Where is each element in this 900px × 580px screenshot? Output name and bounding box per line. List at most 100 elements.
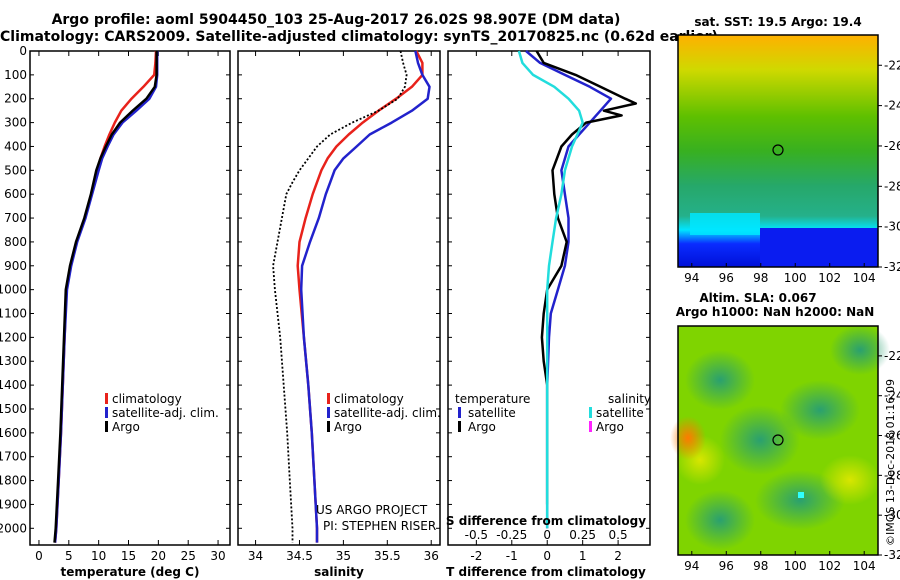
depth-tick-label: 600 xyxy=(4,187,27,201)
series-line-climatology xyxy=(53,50,158,543)
depth-tick-label: 1000 xyxy=(0,283,27,297)
map-y-label: -26 xyxy=(884,429,900,443)
map-x-label: 98 xyxy=(753,271,768,285)
x-axes: 0 5 10 15 20 25 30 34 34.5 35 35.5 36 -2 -1 0 1 2 -0.5 -0.… xyxy=(35,51,628,563)
s-tick-label: -0.5 xyxy=(465,528,488,542)
map-y-label: -30 xyxy=(884,508,900,522)
map-y-label: -32 xyxy=(884,548,900,562)
map-x-label: 94 xyxy=(684,559,699,573)
x-tick-label: 10 xyxy=(91,549,106,563)
legend-temperature-title: temperature xyxy=(455,392,530,406)
series-line-s-satellite xyxy=(517,50,584,529)
legend-swatch-argo-s xyxy=(327,421,330,432)
series-line-argo xyxy=(53,51,158,543)
depth-tick-label: 1500 xyxy=(0,402,27,416)
sst-map-frame xyxy=(677,34,879,268)
sla-map-highlight xyxy=(798,492,804,498)
depth-tick-label: 200 xyxy=(4,92,27,106)
legend-climatology: climatology xyxy=(112,392,182,406)
sst-map-patch-blue xyxy=(760,228,878,267)
s-tick-label: 0.25 xyxy=(569,528,596,542)
series-line-t-argo xyxy=(535,50,638,505)
sla-map-blob xyxy=(720,405,800,475)
legend-satellite: satellite-adj. clim. xyxy=(112,406,219,420)
s-tick-label: 0.5 xyxy=(609,528,628,542)
x-tick-label: 36 xyxy=(424,549,439,563)
x-tick-label: 15 xyxy=(121,549,136,563)
x-tick-label: 1 xyxy=(579,549,587,563)
title-line-1: Argo profile: aoml 5904450_103 25-Aug-20… xyxy=(51,12,621,28)
legend-swatch-s-satellite xyxy=(589,407,592,418)
x-tick-label: 30 xyxy=(210,549,225,563)
map-x-label: 100 xyxy=(784,559,807,573)
depth-tick-label: 900 xyxy=(4,259,27,273)
depth-axis: 0 100 200 300 400 500 600 700 800 900 1000 1100 1200… xyxy=(0,44,650,535)
x-tick-label: 0 xyxy=(35,549,43,563)
sla-map-blob xyxy=(820,455,880,505)
depth-tick-label: 0 xyxy=(19,44,27,58)
depth-tick-label: 1300 xyxy=(0,354,27,368)
legend-swatch-s-argo xyxy=(589,421,592,432)
x-tick-label: 35 xyxy=(336,549,351,563)
depth-tick-label: 100 xyxy=(4,68,27,82)
series-line-satellite-adj-clim- xyxy=(299,50,431,543)
map-y-label: -30 xyxy=(884,220,900,234)
s-difference-label: S difference from climatology xyxy=(446,514,646,528)
x-tick-label: 20 xyxy=(151,549,166,563)
depth-tick-label: 500 xyxy=(4,163,27,177)
sla-map-title-1: Altim. SLA: 0.067 xyxy=(699,291,816,305)
legend-s-argo: Argo xyxy=(596,420,624,434)
title-line-2: Climatology: CARS2009. Satellite-adjuste… xyxy=(0,29,718,45)
map-x-label: 104 xyxy=(853,559,876,573)
depth-tick-label: 1400 xyxy=(0,378,27,392)
x-tick-label: 2 xyxy=(614,549,622,563)
map-y-label: -28 xyxy=(884,468,900,482)
legend-swatch-satellite xyxy=(105,407,108,418)
x-tick-label: 34.5 xyxy=(286,549,313,563)
temperature-xlabel: temperature (deg C) xyxy=(61,565,200,579)
imos-timestamp: ©IMOS 13-Dec-2018 01:16:09 xyxy=(884,379,897,546)
legend-swatch-climatology xyxy=(105,393,108,404)
series-line-t-satellite xyxy=(525,50,613,529)
sst-map-patch-cyan xyxy=(690,213,760,235)
map-y-label: -32 xyxy=(884,260,900,274)
sla-map-blob xyxy=(685,490,755,550)
map-y-label: -22 xyxy=(884,58,900,72)
map-x-label: 102 xyxy=(818,271,841,285)
legend-s-satellite: satellite xyxy=(596,406,644,420)
series-line-climatology xyxy=(296,50,424,543)
sla-map-blob xyxy=(830,325,890,375)
map-y-label: -26 xyxy=(884,139,900,153)
sst-map-axes: 94 96 98 100 102 104 -22 -24 -26 -28 -30 -32 xyxy=(684,58,900,285)
map-x-label: 98 xyxy=(753,559,768,573)
sla-map-argo-marker xyxy=(772,434,784,446)
sst-map-argo-marker xyxy=(772,144,784,156)
legend-swatch-t-satellite xyxy=(458,407,461,418)
legend-satellite-s: satellite-adj. clim. xyxy=(334,406,441,420)
depth-tick-label: 1700 xyxy=(0,450,27,464)
legend-salinity-title: salinity xyxy=(608,392,651,406)
s-tick-label: 0 xyxy=(543,528,551,542)
depth-tick-label: 400 xyxy=(4,139,27,153)
profile-lines xyxy=(53,50,638,543)
difference-panel xyxy=(447,50,651,546)
s-tick-label: -0.25 xyxy=(496,528,527,542)
x-tick-label: 34 xyxy=(248,549,263,563)
map-x-label: 96 xyxy=(719,559,734,573)
sla-map-title-2: Argo h1000: NaN h2000: NaN xyxy=(676,305,875,319)
depth-tick-label: 1200 xyxy=(0,330,27,344)
temperature-panel xyxy=(29,50,231,546)
series-line-satellite-adj-clim- xyxy=(53,51,159,543)
x-tick-label: -2 xyxy=(470,549,482,563)
sst-map-title: sat. SST: 19.5 Argo: 19.4 xyxy=(694,15,861,29)
map-y-label: -24 xyxy=(884,389,900,403)
legend-swatch-satellite-s xyxy=(327,407,330,418)
salinity-xlabel: salinity xyxy=(314,565,364,579)
pi-annotation: PI: STEPHEN RISER xyxy=(323,519,436,533)
map-x-label: 102 xyxy=(818,559,841,573)
x-tick-label: 35.5 xyxy=(374,549,401,563)
legend-t-argo: Argo xyxy=(468,420,496,434)
map-x-label: 94 xyxy=(684,271,699,285)
legend-t-satellite: satellite xyxy=(468,406,516,420)
